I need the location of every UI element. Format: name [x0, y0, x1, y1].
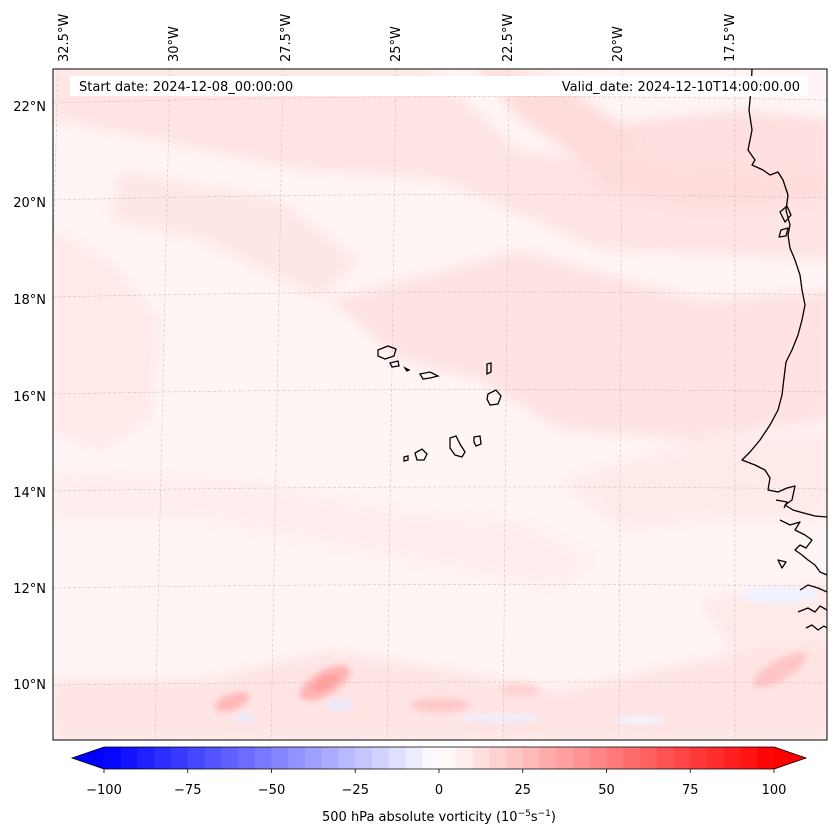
latitude-labels: 22°N 20°N 18°N 16°N 14°N 12°N 10°N: [13, 100, 46, 693]
colorbar-segment: [522, 747, 541, 769]
colorbar-segment: [472, 747, 490, 769]
colorbar-segment: [288, 747, 306, 769]
vorticity-maxima: [214, 587, 820, 724]
lat-label: 20°N: [13, 196, 46, 211]
longitude-labels: 32.5°W 30°W 27.5°W 25°W 22.5°W 20°W 17.5…: [57, 14, 738, 62]
island-sao-vicente: [389, 360, 400, 368]
colorbar-segment: [723, 747, 742, 769]
graticule: [53, 69, 827, 740]
island-boa-vista: [486, 389, 502, 406]
colorbar-segment: [573, 747, 591, 769]
colorbar-segment: [673, 747, 691, 769]
colorbar-segment: [589, 747, 608, 769]
map-frame: [52, 68, 828, 741]
colorbar-segment: [321, 747, 340, 769]
colorbar-segment: [556, 747, 574, 769]
lat-label: 10°N: [13, 678, 46, 693]
lon-label: 20°W: [611, 26, 626, 62]
colorbar-tick-label: −50: [258, 783, 285, 798]
colorbar: −100 −75 −50 −25 0 25 50 75 100 500 hPa absolute…: [70, 746, 808, 825]
colorbar-segment: [120, 747, 139, 769]
colorbar-segment: [271, 747, 289, 769]
lon-label: 17.5°W: [723, 14, 738, 62]
lat-label: 18°N: [13, 293, 46, 308]
colorbar-ticks: −100 −75 −50 −25 0 25 50 75 100: [86, 769, 786, 798]
colorbar-segment: [171, 747, 189, 769]
colorbar-segment: [690, 747, 708, 769]
island-santo-antao: [377, 345, 397, 360]
colorbar-tick-label: −100: [86, 783, 122, 798]
colorbar-tick-label: 50: [598, 783, 615, 798]
colorbar-segment: [154, 747, 172, 769]
colorbar-segment: [187, 747, 206, 769]
colorbar-tick-label: 75: [682, 783, 699, 798]
colorbar-segment: [238, 747, 256, 769]
lat-label: 22°N: [13, 100, 46, 115]
lat-label: 14°N: [13, 486, 46, 501]
cape-verde-islands: [377, 345, 502, 462]
colorbar-segment: [489, 747, 507, 769]
lon-label: 22.5°W: [501, 14, 516, 62]
map-panel: Start date: 2024-12-08_00:00:00 Valid_da…: [53, 69, 827, 740]
colorbar-segment: [707, 747, 725, 769]
colorbar-segment: [372, 747, 390, 769]
island-brava: [403, 455, 409, 462]
island-fogo: [414, 448, 428, 461]
island-santa-luzia: [403, 366, 411, 372]
colorbar-tick-label: −75: [174, 783, 201, 798]
colorbar-segment: [623, 747, 641, 769]
colorbar-segment: [606, 747, 624, 769]
colorbar-segment: [439, 747, 457, 769]
colorbar-segment: [254, 747, 273, 769]
island-santiago: [449, 435, 466, 458]
lon-label: 30°W: [167, 26, 182, 62]
colorbar-extend-low: [72, 747, 104, 769]
start-date-label: Start date: 2024-12-08_00:00:00: [79, 80, 293, 95]
island-sal: [486, 362, 492, 376]
colorbar-label: 500 hPa absolute vorticity (10−5s−1): [322, 809, 556, 825]
colorbar-tick-label: 25: [514, 783, 531, 798]
colorbar-segment: [104, 747, 122, 769]
island-maio: [473, 435, 482, 447]
lon-label: 27.5°W: [279, 14, 294, 62]
colorbar-segment: [757, 747, 775, 769]
date-banner: [70, 76, 808, 96]
west-africa-coastline: [741, 69, 827, 518]
colorbar-tick-label: −25: [342, 783, 369, 798]
colorbar-segment: [405, 747, 423, 769]
colorbar-segment: [355, 747, 373, 769]
colorbar-segment: [455, 747, 474, 769]
colorbar-tick-label: 0: [435, 783, 443, 798]
colorbar-segment: [656, 747, 675, 769]
colorbar-segment: [422, 747, 440, 769]
lon-label: 32.5°W: [57, 14, 72, 62]
colorbar-segment: [640, 747, 658, 769]
island-sao-nicolau: [418, 371, 440, 380]
colorbar-segment: [740, 747, 758, 769]
colorbar-segment: [305, 747, 323, 769]
colorbar-segment: [221, 747, 239, 769]
colorbar-segment: [506, 747, 524, 769]
colorbar-tick-label: 100: [762, 783, 787, 798]
colorbar-segment: [204, 747, 222, 769]
colorbar-segments: [104, 747, 775, 769]
lon-label: 25°W: [389, 26, 404, 62]
colorbar-segment: [338, 747, 356, 769]
lat-label: 12°N: [13, 582, 46, 597]
lat-label: 16°N: [13, 390, 46, 405]
colorbar-extend-high: [774, 747, 806, 769]
colorbar-segment: [388, 747, 407, 769]
coastline: [741, 69, 827, 631]
colorbar-segment: [137, 747, 155, 769]
valid-date-label: Valid_date: 2024-12-10T14:00:00.00: [562, 80, 800, 95]
colorbar-segment: [539, 747, 557, 769]
